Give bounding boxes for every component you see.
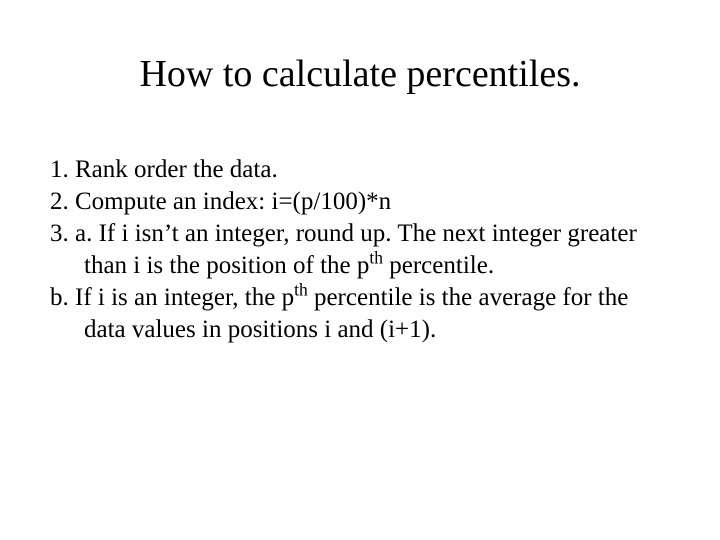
text-run: percentile. [383, 252, 494, 279]
slide-title: How to calculate percentiles. [50, 52, 670, 98]
slide-body: 1. Rank order the data. 2. Compute an in… [50, 154, 670, 346]
slide: How to calculate percentiles. 1. Rank or… [0, 0, 720, 540]
list-item: b. If i is an integer, the pth percentil… [50, 282, 670, 346]
superscript-th: th [369, 247, 383, 267]
list-item: 3. a. If i isn’t an integer, round up. T… [50, 218, 670, 282]
text-run: b. If i is an integer, the p [50, 284, 294, 311]
list-item: 1. Rank order the data. [50, 154, 670, 186]
superscript-th: th [294, 279, 308, 299]
list-item: 2. Compute an index: i=(p/100)*n [50, 186, 670, 218]
text-run: 3. a. If i isn’t an integer, round up. T… [50, 220, 637, 279]
